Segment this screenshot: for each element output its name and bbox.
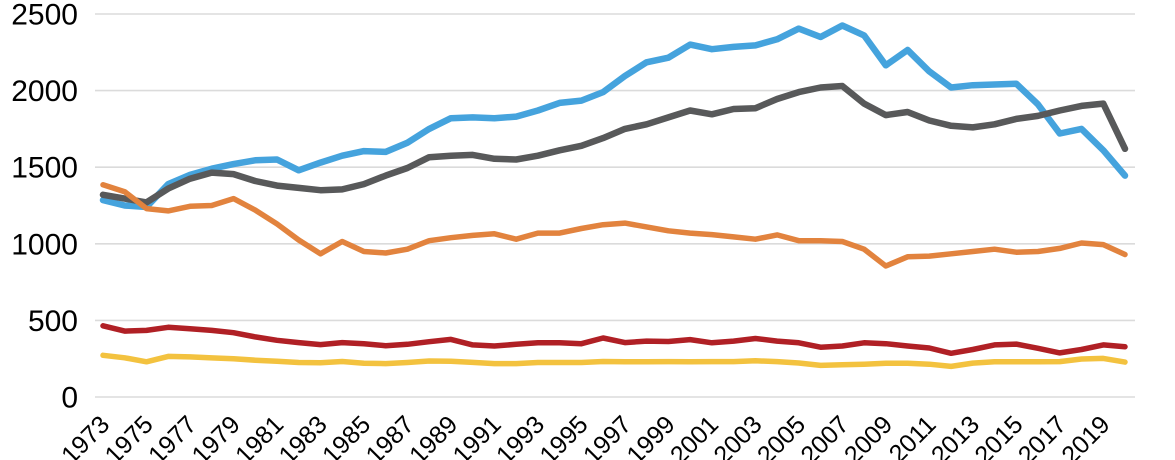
y-axis-tick-label: 1500 <box>11 152 78 185</box>
series-lines-group <box>99 22 1129 370</box>
series-yellow-line <box>100 352 1128 370</box>
y-axis-tick-label: 1000 <box>11 228 78 261</box>
y-axis-tick-label: 0 <box>61 382 78 415</box>
y-axis-tick-label: 2000 <box>11 75 78 108</box>
series-dark-red-line <box>100 323 1128 357</box>
series-blue-line <box>99 22 1129 211</box>
x-axis-tick-labels-group: 1973197519771979198119831985198719891991… <box>56 410 1115 460</box>
gridlines-group <box>95 13 1135 398</box>
series-orange-line <box>100 182 1128 269</box>
series-dark-gray-line <box>99 82 1129 206</box>
y-axis-tick-labels-group: 0 500 1000 1500 2000 2500 <box>11 0 78 415</box>
y-axis-tick-label: 2500 <box>11 0 78 32</box>
y-axis-tick-label: 500 <box>28 305 78 338</box>
